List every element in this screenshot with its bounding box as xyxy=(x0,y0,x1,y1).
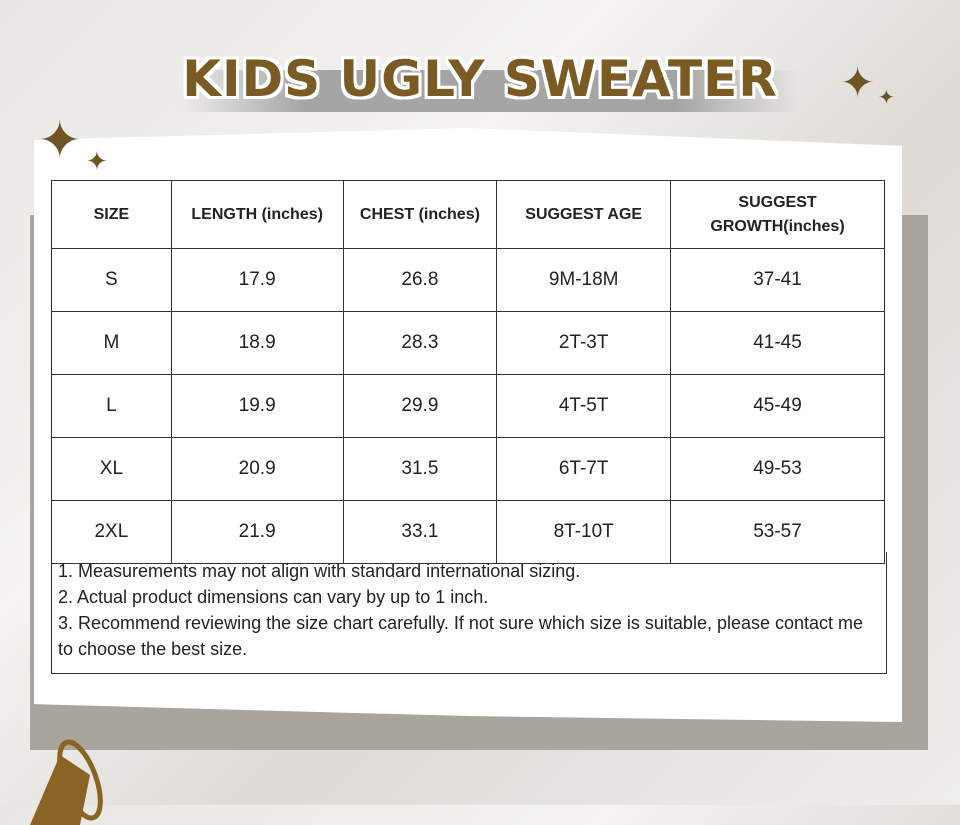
bell-icon xyxy=(30,739,103,825)
sparkle-icon: ✦ xyxy=(878,87,895,109)
note: 2. Actual product dimensions can vary by… xyxy=(58,587,489,607)
cell-length: 21.9 xyxy=(170,500,344,564)
table-row: S 17.9 26.8 9M-18M 37-41 xyxy=(51,248,885,312)
table-row: M 18.9 28.3 2T-3T 41-45 xyxy=(51,311,885,375)
sparkle-icon: ✦ xyxy=(38,112,82,170)
header-length: LENGTH (inches) xyxy=(170,180,344,249)
cell-size: M xyxy=(51,311,172,375)
cell-length: 20.9 xyxy=(170,437,344,501)
header-size: SIZE xyxy=(51,180,172,249)
sparkle-icon: ✦ xyxy=(86,146,108,176)
cell-growth: 49-53 xyxy=(670,437,885,501)
page-title: KIDS UGLY SWEATER xyxy=(182,50,778,108)
cell-age: 8T-10T xyxy=(496,500,672,564)
cell-age: 6T-7T xyxy=(496,437,672,501)
table-row: 2XL 21.9 33.1 8T-10T 53-57 xyxy=(51,500,885,564)
cell-chest: 33.1 xyxy=(342,500,498,564)
cell-size: L xyxy=(51,374,172,438)
cell-size: XL xyxy=(51,437,172,501)
notes: 1. Measurements may not align with stand… xyxy=(51,552,887,674)
table-row: L 19.9 29.9 4T-5T 45-49 xyxy=(51,374,885,438)
table-row: XL 20.9 31.5 6T-7T 49-53 xyxy=(51,437,885,501)
cell-chest: 28.3 xyxy=(342,311,498,375)
cell-chest: 29.9 xyxy=(342,374,498,438)
header-chest: CHEST (inches) xyxy=(342,180,498,249)
cell-size: 2XL xyxy=(51,500,172,564)
title-band xyxy=(180,70,800,112)
cell-length: 19.9 xyxy=(170,374,344,438)
cell-length: 18.9 xyxy=(170,311,344,375)
cell-growth: 45-49 xyxy=(670,374,885,438)
size-table: SIZE LENGTH (inches) CHEST (inches) SUGG… xyxy=(51,180,885,564)
cell-growth: 53-57 xyxy=(670,500,885,564)
cell-growth: 37-41 xyxy=(670,248,885,312)
cell-length: 17.9 xyxy=(170,248,344,312)
cell-chest: 31.5 xyxy=(342,437,498,501)
cell-growth: 41-45 xyxy=(670,311,885,375)
header-age: SUGGEST AGE xyxy=(496,180,672,249)
table-header-row: SIZE LENGTH (inches) CHEST (inches) SUGG… xyxy=(51,180,885,249)
sparkle-icon: ✦ xyxy=(840,59,876,106)
cell-age: 4T-5T xyxy=(496,374,672,438)
cell-age: 9M-18M xyxy=(496,248,672,312)
cell-chest: 26.8 xyxy=(342,248,498,312)
note: 3. Recommend reviewing the size chart ca… xyxy=(58,613,864,659)
cell-age: 2T-3T xyxy=(496,311,672,375)
note: 1. Measurements may not align with stand… xyxy=(58,561,581,581)
cell-size: S xyxy=(51,248,172,312)
header-growth: SUGGEST GROWTH(inches) xyxy=(670,180,885,249)
